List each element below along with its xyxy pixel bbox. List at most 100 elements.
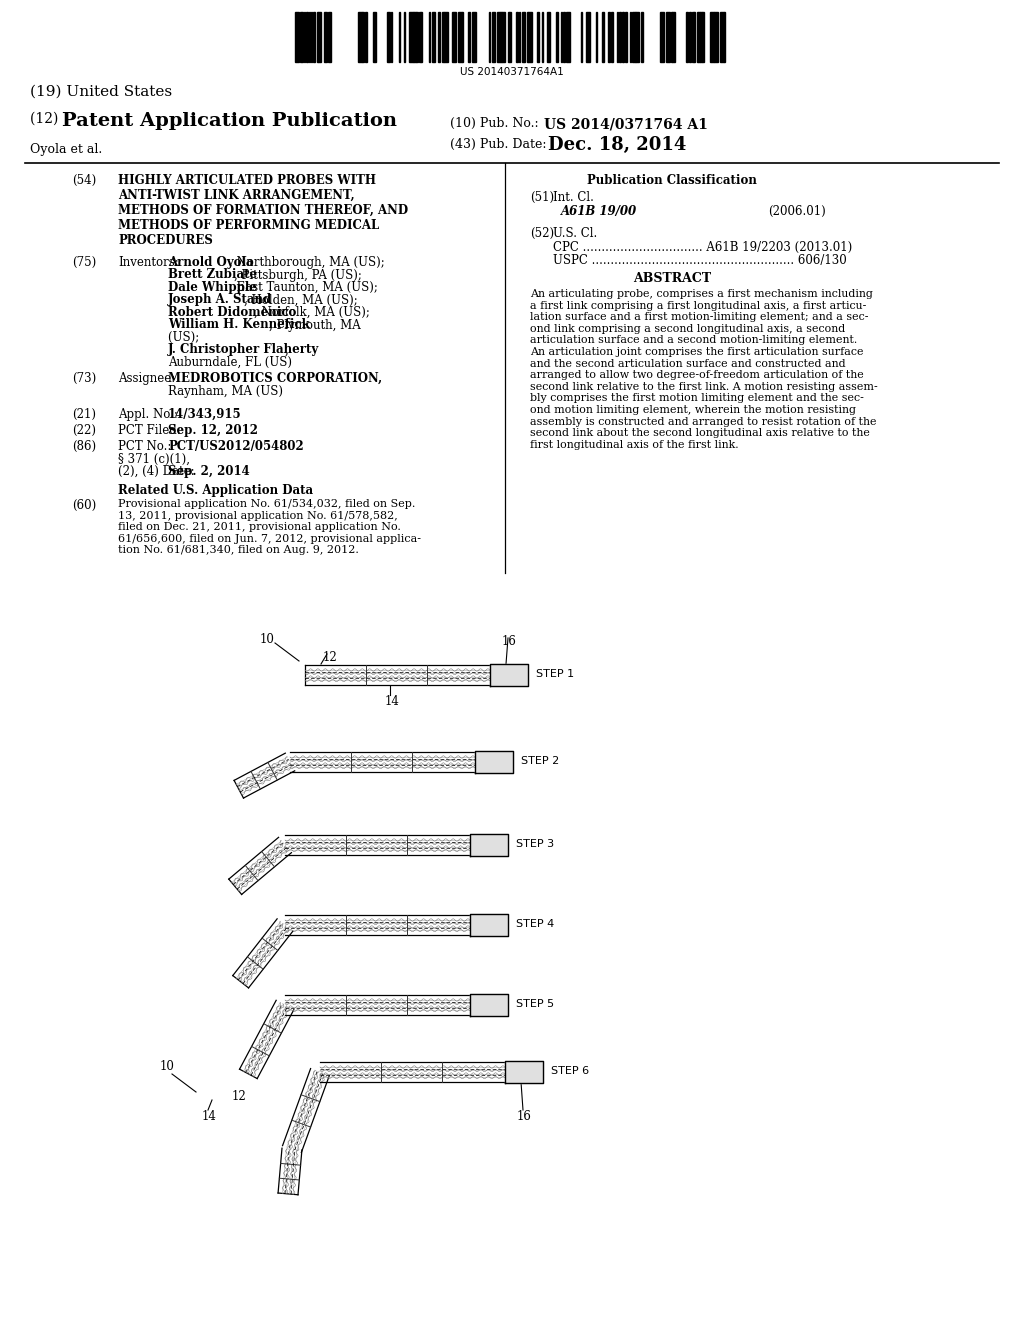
Text: ,: , bbox=[284, 343, 288, 356]
Bar bbox=[502, 12, 505, 62]
Bar bbox=[416, 12, 418, 62]
Text: Dale Whipple: Dale Whipple bbox=[168, 281, 257, 294]
Text: (51): (51) bbox=[530, 191, 554, 205]
Text: Patent Application Publication: Patent Application Publication bbox=[62, 112, 397, 129]
Text: MEDROBOTICS CORPORATION,: MEDROBOTICS CORPORATION, bbox=[168, 372, 382, 385]
Text: STEP 5: STEP 5 bbox=[516, 999, 554, 1008]
Bar bbox=[358, 12, 362, 62]
Text: STEP 1: STEP 1 bbox=[536, 669, 574, 678]
Bar bbox=[556, 12, 558, 62]
Polygon shape bbox=[475, 751, 513, 774]
Bar bbox=[700, 12, 702, 62]
Bar bbox=[563, 12, 565, 62]
Bar bbox=[698, 12, 700, 62]
Text: 14/343,915: 14/343,915 bbox=[168, 408, 242, 421]
Bar bbox=[328, 12, 331, 62]
Text: Appl. No.:: Appl. No.: bbox=[118, 408, 178, 421]
Text: Dec. 18, 2014: Dec. 18, 2014 bbox=[548, 136, 686, 154]
Text: US 20140371764A1: US 20140371764A1 bbox=[460, 67, 564, 77]
Text: U.S. Cl.: U.S. Cl. bbox=[553, 227, 597, 240]
Bar bbox=[702, 12, 705, 62]
Text: Robert Didomenico: Robert Didomenico bbox=[168, 306, 296, 319]
Bar bbox=[632, 12, 635, 62]
Text: Provisional application No. 61/534,032, filed on Sep.
13, 2011, provisional appl: Provisional application No. 61/534,032, … bbox=[118, 499, 421, 556]
Bar bbox=[458, 12, 462, 62]
Text: 12: 12 bbox=[323, 651, 338, 664]
Text: ABSTRACT: ABSTRACT bbox=[633, 272, 711, 285]
Text: Sep. 12, 2012: Sep. 12, 2012 bbox=[168, 424, 258, 437]
Bar bbox=[710, 12, 714, 62]
Text: , Northborough, MA (US);: , Northborough, MA (US); bbox=[228, 256, 384, 269]
Text: HIGHLY ARTICULATED PROBES WITH
ANTI-TWIST LINK ARRANGEMENT,
METHODS OF FORMATION: HIGHLY ARTICULATED PROBES WITH ANTI-TWIS… bbox=[118, 174, 409, 247]
Text: (19) United States: (19) United States bbox=[30, 84, 172, 99]
Bar bbox=[608, 12, 610, 62]
Bar bbox=[373, 12, 376, 62]
Bar bbox=[618, 12, 621, 62]
Text: Oyola et al.: Oyola et al. bbox=[30, 143, 102, 156]
Text: (73): (73) bbox=[72, 372, 96, 385]
Text: Raynham, MA (US): Raynham, MA (US) bbox=[168, 384, 283, 397]
Bar bbox=[660, 12, 664, 62]
Bar bbox=[516, 12, 518, 62]
Bar bbox=[720, 12, 724, 62]
Bar bbox=[313, 12, 315, 62]
Text: 10: 10 bbox=[260, 634, 274, 645]
Bar bbox=[444, 12, 449, 62]
Text: (43) Pub. Date:: (43) Pub. Date: bbox=[450, 139, 547, 150]
Bar bbox=[387, 12, 390, 62]
Bar bbox=[419, 12, 421, 62]
Bar bbox=[365, 12, 367, 62]
Bar bbox=[438, 12, 440, 62]
Bar bbox=[452, 12, 456, 62]
Bar bbox=[636, 12, 639, 62]
Text: STEP 3: STEP 3 bbox=[516, 840, 554, 849]
Bar bbox=[318, 12, 321, 62]
Text: 16: 16 bbox=[517, 1110, 531, 1123]
Text: US 2014/0371764 A1: US 2014/0371764 A1 bbox=[544, 117, 708, 131]
Bar bbox=[528, 12, 532, 62]
Text: Auburndale, FL (US): Auburndale, FL (US) bbox=[168, 356, 292, 370]
Text: (US);: (US); bbox=[168, 331, 203, 345]
Text: CPC ................................ A61B 19/2203 (2013.01): CPC ................................ A61… bbox=[553, 242, 852, 253]
Text: 14: 14 bbox=[202, 1110, 217, 1123]
Bar bbox=[547, 12, 550, 62]
Text: , East Taunton, MA (US);: , East Taunton, MA (US); bbox=[228, 281, 378, 294]
Bar bbox=[672, 12, 675, 62]
Text: (54): (54) bbox=[72, 174, 96, 187]
Text: Int. Cl.: Int. Cl. bbox=[553, 191, 594, 205]
Text: PCT Filed:: PCT Filed: bbox=[118, 424, 181, 437]
Bar bbox=[409, 12, 413, 62]
Text: William H. Kennefick: William H. Kennefick bbox=[168, 318, 309, 331]
Text: (60): (60) bbox=[72, 499, 96, 512]
Bar bbox=[522, 12, 524, 62]
Text: Related U.S. Application Data: Related U.S. Application Data bbox=[118, 484, 313, 498]
Text: , Pittsburgh, PA (US);: , Pittsburgh, PA (US); bbox=[233, 268, 361, 281]
Text: A61B 19/00: A61B 19/00 bbox=[561, 205, 637, 218]
Text: Publication Classification: Publication Classification bbox=[587, 174, 757, 187]
Bar bbox=[414, 12, 416, 62]
Polygon shape bbox=[470, 834, 508, 855]
Text: (21): (21) bbox=[72, 408, 96, 421]
Text: (10) Pub. No.:: (10) Pub. No.: bbox=[450, 117, 539, 129]
Text: 16: 16 bbox=[502, 635, 517, 648]
Text: Arnold Oyola: Arnold Oyola bbox=[168, 256, 254, 269]
Bar bbox=[300, 12, 303, 62]
Bar bbox=[625, 12, 627, 62]
Text: USPC ...................................................... 606/130: USPC ...................................… bbox=[553, 253, 847, 267]
Bar bbox=[586, 12, 590, 62]
Bar bbox=[472, 12, 476, 62]
Text: 10: 10 bbox=[160, 1060, 175, 1073]
Text: PCT No.:: PCT No.: bbox=[118, 440, 171, 453]
Text: (22): (22) bbox=[72, 424, 96, 437]
Bar bbox=[468, 12, 470, 62]
Text: Joseph A. Stand: Joseph A. Stand bbox=[168, 293, 272, 306]
Bar bbox=[497, 12, 500, 62]
Bar bbox=[362, 12, 364, 62]
Bar bbox=[324, 12, 327, 62]
Bar bbox=[432, 12, 435, 62]
Polygon shape bbox=[470, 994, 508, 1016]
Text: § 371 (c)(1),: § 371 (c)(1), bbox=[118, 453, 190, 466]
Bar bbox=[641, 12, 643, 62]
Bar bbox=[714, 12, 718, 62]
Bar bbox=[492, 12, 495, 62]
